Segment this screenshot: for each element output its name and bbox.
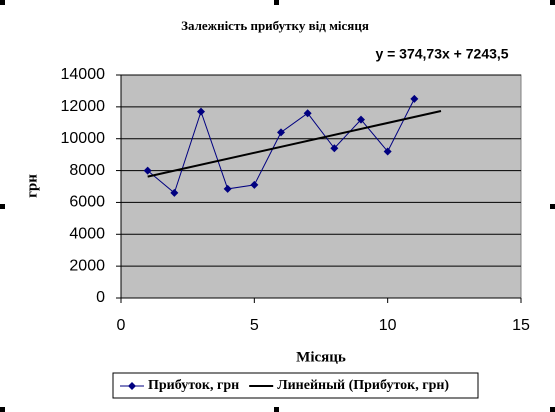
y-tick-label: 14000 <box>61 66 106 83</box>
data-point <box>223 184 232 193</box>
data-point <box>303 109 312 118</box>
x-tick-label: 0 <box>117 317 126 334</box>
y-tick-label: 10000 <box>61 130 106 147</box>
data-point <box>330 144 339 153</box>
x-tick-label: 10 <box>379 317 397 334</box>
trendline-equation: y = 374,73x + 7243,5 <box>375 46 508 62</box>
y-tick-label: 12000 <box>61 98 106 115</box>
chart-title: Залежність прибутку від місяця <box>181 18 369 33</box>
legend <box>112 372 479 399</box>
x-axis-label: Місяць <box>296 349 346 365</box>
legend-label: Линейный (Прибуток, грн) <box>277 378 449 393</box>
data-point <box>277 128 285 137</box>
data-point <box>170 188 179 197</box>
data-point <box>250 180 259 189</box>
y-axis-label: грн <box>24 174 40 198</box>
y-tick-label: 2000 <box>69 257 105 274</box>
y-tick-label: 0 <box>96 289 105 306</box>
data-point <box>410 94 419 103</box>
x-tick-label: 5 <box>250 317 259 334</box>
y-tick-label: 8000 <box>69 162 105 179</box>
y-tick-label: 6000 <box>69 194 105 211</box>
x-tick-label: 15 <box>512 317 530 334</box>
legend-marker <box>128 382 136 390</box>
legend-label: Прибуток, грн <box>148 378 239 393</box>
data-point <box>383 147 392 156</box>
y-tick-label: 4000 <box>69 226 105 243</box>
plot-area <box>120 74 522 299</box>
series-line <box>147 110 442 178</box>
data-point <box>357 115 365 124</box>
data-point <box>143 166 152 175</box>
data-point <box>197 107 205 116</box>
